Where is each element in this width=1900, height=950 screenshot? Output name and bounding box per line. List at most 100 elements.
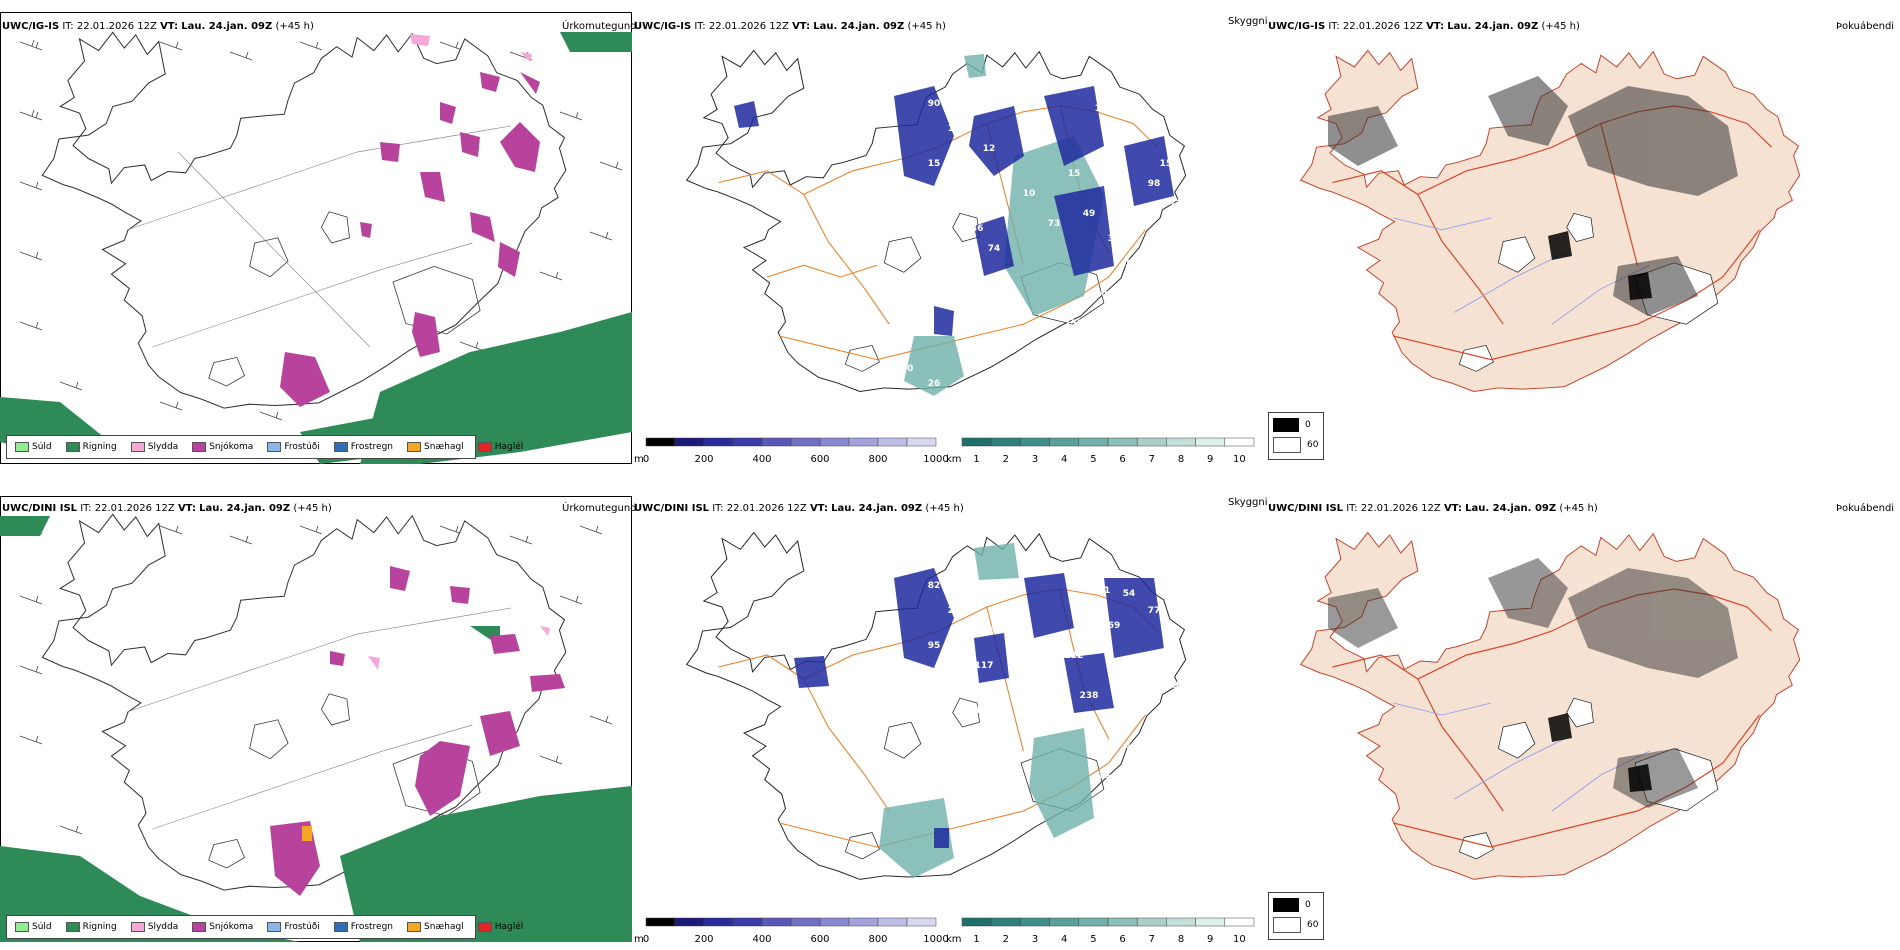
ceiling-label: 74 [968,706,981,716]
colorbar-tick: 3 [1032,934,1038,944]
ceiling-colorbar-2: 0 200 400 600 800 1000 [643,917,949,944]
colorbar-tick: 10 [1233,454,1246,464]
ceiling-label: 180 [1125,259,1144,269]
legend-item-sleet: Slydda [130,922,178,932]
colorbar-swatch [961,917,992,927]
legend-item-freezing-rain: Frostregn [333,442,393,452]
legend-item-snow-pellets: Snæhagl [407,922,464,932]
ceiling-label: 76 [1098,269,1111,279]
panel-title-precip-2: Úrkomutegund [562,503,637,514]
precip-panel-2: Súld Rigning Slydda Snjókoma Frostúði Fr… [0,496,632,942]
legend-item-hail: Haglél [477,442,523,452]
colorbar-tick: 1 [973,934,979,944]
colorbar-swatch [645,437,676,447]
colorbar-swatch [761,437,792,447]
ceiling-label: 73 [1048,219,1061,229]
ceiling-label: 173 [1065,329,1084,339]
colorbar-tick: 10 [1233,934,1246,944]
ceiling-label: 145 [1125,691,1144,701]
colorbar-swatch [848,917,879,927]
colorbar-tick: 8 [1178,934,1184,944]
ceiling-label: 151 [1160,159,1179,169]
legend-item-hail: Haglél [477,922,523,932]
ceiling-label: 77 [1148,124,1161,134]
ceiling-label: 100 [1095,289,1114,299]
ceiling-label: 15 [928,159,941,169]
ceiling-label: 15 [958,681,971,691]
colorbar-tick: 9 [1207,934,1213,944]
ceiling-label: 93 [958,329,971,339]
colorbar-tick: 1000 [923,934,948,944]
colorbar-tick: 0 [643,454,649,464]
colorbar-tick: 4 [1061,454,1067,464]
colorbar-swatch [877,917,908,927]
colorbar-swatch [1224,437,1255,447]
ceiling-label: 122 [1020,671,1039,681]
ceiling-labels-1: 90 10 12 15 77 208 136 10 74 73 15 137 138 109 77 151 98… [895,99,1189,389]
panel-header-precip-2: UWC/DINI ISL IT: 22.01.2026 12Z VT: Lau.… [2,503,332,514]
ceiling-label: 54 [1123,589,1136,599]
colorbar-swatch [1020,437,1050,447]
vis-map-1: 90 10 12 15 77 208 136 10 74 73 15 137 138 109 77 151 98… [686,49,1189,396]
scales-row-1: 0 200 400 600 800 1000 1 2 3 4 5 6 7 8 9 10 m km 0 60 [634,412,1324,464]
fog-scale-2: 0 60 [1268,892,1324,940]
ceiling-label: 49 [1083,209,1096,219]
colorbar-tick: 8 [1178,454,1184,464]
precip-legend-2: Súld Rigning Slydda Snjókoma Frostúði Fr… [6,915,523,939]
ceiling-label: 12 [983,144,996,154]
colorbar-swatch [761,917,792,927]
legend-item-snow: Snjókoma [192,922,253,932]
colorbar-tick: 3 [1032,454,1038,464]
ceiling-label: 93 [1173,681,1186,691]
panel-title-vis-1: Skyggni [1228,16,1268,27]
colorbar-swatch [1049,917,1080,927]
ceiling-label: 97 [1173,701,1186,711]
panel-title-fog-2: Þokuábendi [1836,503,1895,514]
colorbar-tick: 6 [1119,454,1125,464]
scales-row-2: 0 200 400 600 800 1000 1 2 3 4 5 6 7 8 9 10 m km 0 60 [634,892,1324,944]
legend-item-freezing-drizzle: Frostúði [267,442,320,452]
ceiling-label: 76 [983,626,996,636]
ceiling-label: 82 [928,581,941,591]
ceiling-colorbar-1: 0 200 400 600 800 1000 [643,437,949,464]
panel-header-vis-2: UWC/DINI ISL IT: 22.01.2026 12Z VT: Lau.… [634,503,964,514]
ceiling-label: 189 [1045,701,1064,711]
colorbar-swatch [906,917,937,927]
legend-item-drizzle: Súld [15,922,52,932]
ceiling-areas [734,86,1174,336]
ceiling-label: 93 [1163,641,1176,651]
colorbar-swatch [877,437,908,447]
ceiling-label: 69 [1108,621,1121,631]
ceiling-label: 117 [975,661,994,671]
colorbar-swatch [848,437,879,447]
colorbar-swatch [906,437,937,447]
ceiling-label: 136 [965,224,984,234]
colorbar-tick: 400 [752,934,771,944]
colorbar-swatch [961,437,992,447]
colorbar-swatch [819,437,850,447]
colorbar-swatch [732,917,763,927]
ceiling-label: 69 [988,726,1001,736]
legend-item-freezing-rain: Frostregn [333,922,393,932]
colorbar-swatch [1195,917,1226,927]
ceiling-label: 138 [1120,107,1139,117]
vis-unit-label: km [946,454,962,464]
colorbar-tick: 800 [868,454,887,464]
ceiling-label: 10 [948,124,961,134]
precip-legend-1: Súld Rigning Slydda Snjókoma Frostúði Fr… [6,435,523,459]
colorbar-swatch [790,917,821,927]
ceiling-label: 109 [1105,139,1124,149]
colorbar-tick: 7 [1149,454,1155,464]
ceiling-unit-label: m [634,454,644,464]
colorbar-swatch [732,437,763,447]
ceiling-label: 185 [1125,209,1144,219]
legend-item-drizzle: Súld [15,442,52,452]
legend-item-freezing-drizzle: Frostúði [267,922,320,932]
fog-shading [1328,76,1738,316]
colorbar-swatch [1078,917,1109,927]
ceiling-label: 77 [978,179,991,189]
legend-item-snow: Snjókoma [192,442,253,452]
ceiling-label: 90 [928,99,941,109]
colorbar-tick: 9 [1207,454,1213,464]
